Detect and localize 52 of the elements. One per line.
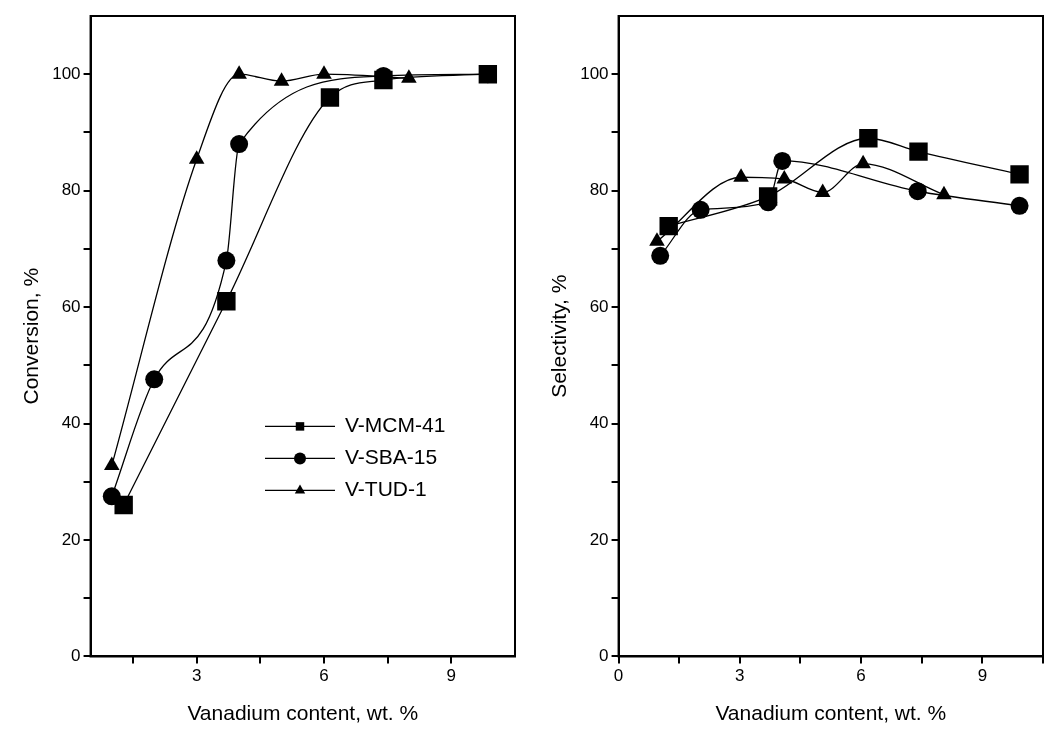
y-tick-label: 100 xyxy=(580,63,609,83)
y-tick-label: 20 xyxy=(589,529,609,549)
point xyxy=(776,170,793,184)
x-tick-label: 6 xyxy=(319,666,329,686)
point xyxy=(316,65,332,79)
y-axis-title: Selectivity, % xyxy=(547,274,571,398)
point xyxy=(733,168,749,182)
x-tick-label: 3 xyxy=(735,666,745,686)
point xyxy=(231,65,247,79)
point xyxy=(1010,165,1029,184)
point xyxy=(814,183,831,197)
y-tick-label: 0 xyxy=(599,646,609,666)
point xyxy=(217,251,236,270)
point xyxy=(145,370,164,389)
point xyxy=(374,70,393,90)
point xyxy=(230,135,249,154)
y-tick-label: 80 xyxy=(589,180,609,200)
point xyxy=(188,150,205,164)
point xyxy=(758,187,778,206)
point xyxy=(651,246,670,265)
legend-label: V-SBA-15 xyxy=(345,445,438,469)
point xyxy=(320,88,340,107)
point xyxy=(273,72,290,86)
y-tick-label: 40 xyxy=(589,413,609,433)
y-tick-label: 0 xyxy=(71,646,81,666)
y-tick-label: 60 xyxy=(61,296,81,316)
y-tick-label: 40 xyxy=(61,413,81,433)
point xyxy=(773,151,792,170)
y-tick-label: 20 xyxy=(61,529,81,549)
point xyxy=(908,182,927,201)
x-tick-label: 9 xyxy=(977,666,988,686)
point xyxy=(859,129,878,148)
point xyxy=(1010,196,1029,215)
x-tick-label: 9 xyxy=(446,666,457,686)
point xyxy=(649,232,665,246)
point xyxy=(855,154,871,169)
y-tick-label: 80 xyxy=(61,180,81,200)
point xyxy=(659,216,678,236)
point xyxy=(217,292,236,311)
y-axis-title: Conversion, % xyxy=(19,267,43,405)
point xyxy=(909,142,928,161)
x-axis-title: Vanadium content, wt. % xyxy=(187,701,419,725)
y-tick-label: 100 xyxy=(52,63,81,83)
point xyxy=(114,495,133,515)
y-tick-label: 60 xyxy=(589,296,609,316)
point xyxy=(691,200,710,219)
legend-label: V-TUD-1 xyxy=(345,477,427,501)
x-tick-label: 6 xyxy=(856,666,866,686)
x-tick-label: 3 xyxy=(191,666,202,686)
x-axis-title: Vanadium content, wt. % xyxy=(715,701,947,725)
legend-label: V-MCM-41 xyxy=(345,413,446,437)
x-tick-label: 0 xyxy=(613,666,624,686)
